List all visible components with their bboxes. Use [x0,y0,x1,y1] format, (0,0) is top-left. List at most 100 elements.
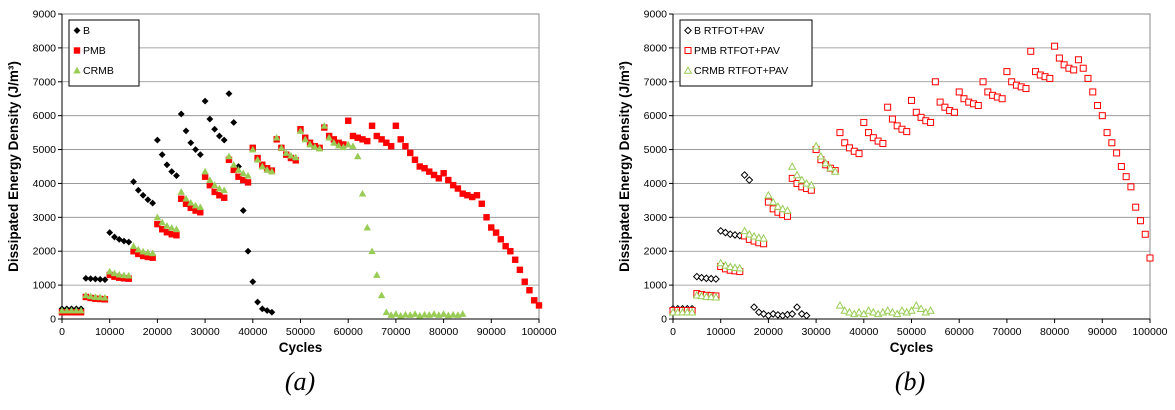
legend-label: PMB RTFOT+PAV [694,45,780,57]
data-point [879,139,887,147]
x-tick-label: 10000 [95,326,124,338]
x-tick-label: 30000 [190,326,219,338]
data-point [206,115,214,123]
data-point [368,247,376,255]
data-point [1003,68,1011,76]
x-tick-label: 60000 [945,326,974,338]
legend-label: B [83,25,90,37]
data-point [1051,42,1059,50]
y-tick-label: 3000 [33,212,57,224]
data-point [974,102,982,109]
data-point [249,278,257,286]
data-point [726,230,735,239]
data-point [721,261,730,269]
legend-marker [73,47,81,54]
data-point [788,174,796,182]
data-point [244,247,252,255]
data-point [277,144,286,151]
data-point [58,306,66,314]
data-point [86,292,95,300]
data-point [182,127,190,135]
data-point [449,181,457,189]
data-point [172,172,180,180]
data-point [936,98,944,106]
data-point [101,293,109,301]
data-point [950,108,958,116]
data-point [229,160,238,168]
data-point [531,297,538,304]
data-point [387,142,395,150]
y-tick-label: 8000 [33,42,57,54]
data-point [230,118,238,126]
data-point [139,191,147,199]
data-point [272,133,281,141]
data-point [797,310,806,318]
y-tick-label: 8000 [644,42,668,54]
data-point [711,292,721,301]
data-point [802,311,811,320]
data-point [115,270,123,278]
y-tick-label: 3000 [644,212,668,224]
data-point [105,267,114,275]
data-point [192,146,200,154]
data-point [125,238,133,246]
data-point [821,158,830,167]
data-point [788,162,797,170]
data-point [377,291,386,299]
data-point [211,188,218,196]
data-point [82,274,90,282]
data-point [778,204,787,213]
legend-marker [73,27,81,34]
data-point [797,175,807,184]
data-point [363,223,372,231]
data-point [836,129,844,137]
data-point [373,132,381,140]
data-point [291,153,300,161]
data-point [96,275,104,283]
data-point [1098,112,1106,120]
data-point [330,138,338,146]
data-point [401,310,410,318]
data-point [397,136,404,143]
data-point [91,293,100,300]
data-point [1094,102,1102,109]
data-point [706,292,716,301]
data-point [955,88,963,96]
data-point [692,290,702,299]
data-point [497,236,505,243]
data-point [311,143,319,150]
data-point [440,170,447,177]
data-point [764,190,773,199]
data-point [730,263,740,272]
y-tick-label: 9000 [644,9,668,21]
series-pmb [58,117,543,316]
data-point [869,307,878,316]
data-point [225,90,233,98]
data-point [768,197,778,206]
data-point [392,310,400,317]
data-point [96,293,104,301]
data-point [158,218,166,226]
x-tick-label: 40000 [849,326,878,338]
data-point [835,301,845,309]
data-point [163,221,171,229]
data-point [325,133,333,141]
data-point [864,306,873,314]
legend-label: PMB [83,45,106,57]
data-point [908,96,915,104]
x-tick-label: 70000 [992,326,1021,338]
x-axis-label: Cycles [890,340,934,355]
data-point [816,151,826,160]
data-point [860,118,868,126]
data-point [163,161,171,169]
data-point [802,179,811,187]
y-tick-label: 7000 [33,76,57,88]
data-point [721,228,730,237]
data-point [716,226,725,235]
data-point [67,306,76,314]
data-point [153,136,161,144]
data-point [210,181,219,189]
data-point [368,122,376,130]
x-tick-label: 70000 [381,326,410,338]
data-point [774,311,782,319]
